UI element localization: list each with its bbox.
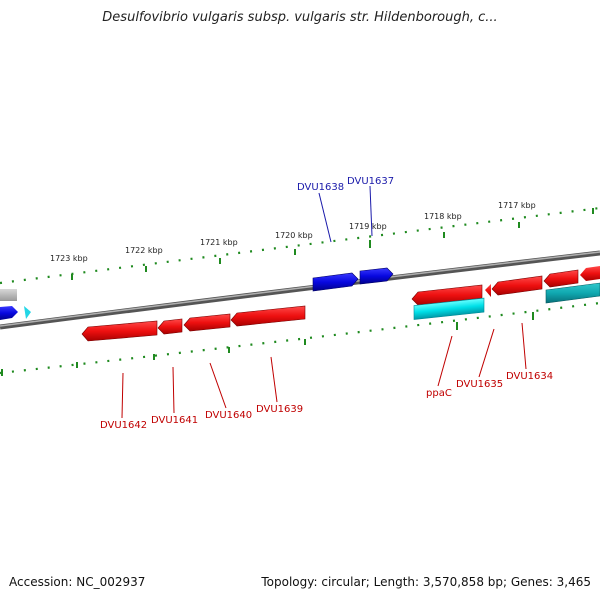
tick-label: 1722 kbp bbox=[125, 246, 163, 255]
leader-dvu1634 bbox=[521, 322, 527, 370]
gene-partial-blue[interactable] bbox=[0, 306, 18, 320]
gene-dvu1635[interactable] bbox=[485, 284, 491, 297]
gene-label[interactable]: DVU1637 bbox=[347, 176, 394, 187]
leader-lines bbox=[121, 185, 527, 419]
tick-label: 1719 kbp bbox=[349, 222, 387, 231]
gene-dvu1638[interactable] bbox=[312, 272, 359, 292]
major-ticks bbox=[71, 208, 594, 280]
gene-dvu1640[interactable] bbox=[183, 313, 231, 332]
gene-label[interactable]: DVU1634 bbox=[506, 371, 553, 382]
leader-dvu1639 bbox=[270, 356, 278, 403]
leader-ppac bbox=[437, 335, 453, 387]
bottom-ticks bbox=[1, 312, 534, 376]
gene-label[interactable]: DVU1639 bbox=[256, 404, 303, 415]
leader-dvu1637 bbox=[369, 185, 373, 237]
gene-dvu1641[interactable] bbox=[157, 318, 183, 335]
bottom-scale-dots bbox=[0, 301, 600, 375]
leader-dvu1635 bbox=[478, 328, 495, 378]
tick-label: 1717 kbp bbox=[498, 201, 536, 210]
gene-label[interactable]: DVU1635 bbox=[456, 379, 503, 390]
gene-label[interactable]: DVU1641 bbox=[151, 415, 198, 426]
tick-label: 1721 kbp bbox=[200, 238, 238, 247]
leader-dvu1640 bbox=[209, 362, 227, 409]
gene-dvu1642[interactable] bbox=[81, 320, 158, 342]
gene-ppac[interactable] bbox=[413, 297, 485, 320]
gene-dvu1634[interactable] bbox=[543, 269, 579, 288]
gene-labels-top: DVU1638 DVU1637 bbox=[297, 176, 394, 193]
gene-label[interactable]: DVU1640 bbox=[205, 410, 252, 421]
gene-dvu1635-body[interactable] bbox=[491, 275, 543, 296]
gene-label[interactable]: DVU1638 bbox=[297, 182, 344, 193]
genome-backbone bbox=[0, 250, 600, 330]
tick-label: 1723 kbp bbox=[50, 254, 88, 263]
scale-labels: 1723 kbp 1722 kbp 1721 kbp 1720 kbp 1719… bbox=[50, 201, 536, 263]
gene-labels-bottom: DVU1642 DVU1641 DVU1640 DVU1639 ppaC DVU… bbox=[100, 371, 553, 431]
forward-genes[interactable] bbox=[0, 267, 394, 301]
tick-label: 1718 kbp bbox=[424, 212, 462, 221]
genome-info-text: Topology: circular; Length: 3,570,858 bp… bbox=[261, 575, 591, 589]
gene-label[interactable]: ppaC bbox=[426, 388, 452, 399]
reverse-genes[interactable] bbox=[0, 266, 600, 342]
gene-label[interactable]: DVU1642 bbox=[100, 420, 147, 431]
leader-dvu1638 bbox=[318, 192, 332, 243]
accession-text: Accession: NC_002937 bbox=[9, 575, 146, 589]
gene-dvu1637[interactable] bbox=[359, 267, 394, 285]
tick-label: 1720 kbp bbox=[275, 231, 313, 240]
leader-dvu1642 bbox=[121, 372, 124, 419]
top-scale-dots bbox=[0, 206, 600, 285]
gene-partial-right-red[interactable] bbox=[580, 266, 600, 281]
gene-dvu1639[interactable] bbox=[230, 305, 306, 327]
leader-dvu1641 bbox=[172, 366, 175, 414]
genome-title: Desulfovibrio vulgaris subsp. vulgaris s… bbox=[102, 10, 498, 25]
gene-partial-cyan[interactable] bbox=[24, 306, 31, 319]
gene-teal-right[interactable] bbox=[545, 282, 600, 304]
gene-partial-grey[interactable] bbox=[0, 289, 17, 301]
